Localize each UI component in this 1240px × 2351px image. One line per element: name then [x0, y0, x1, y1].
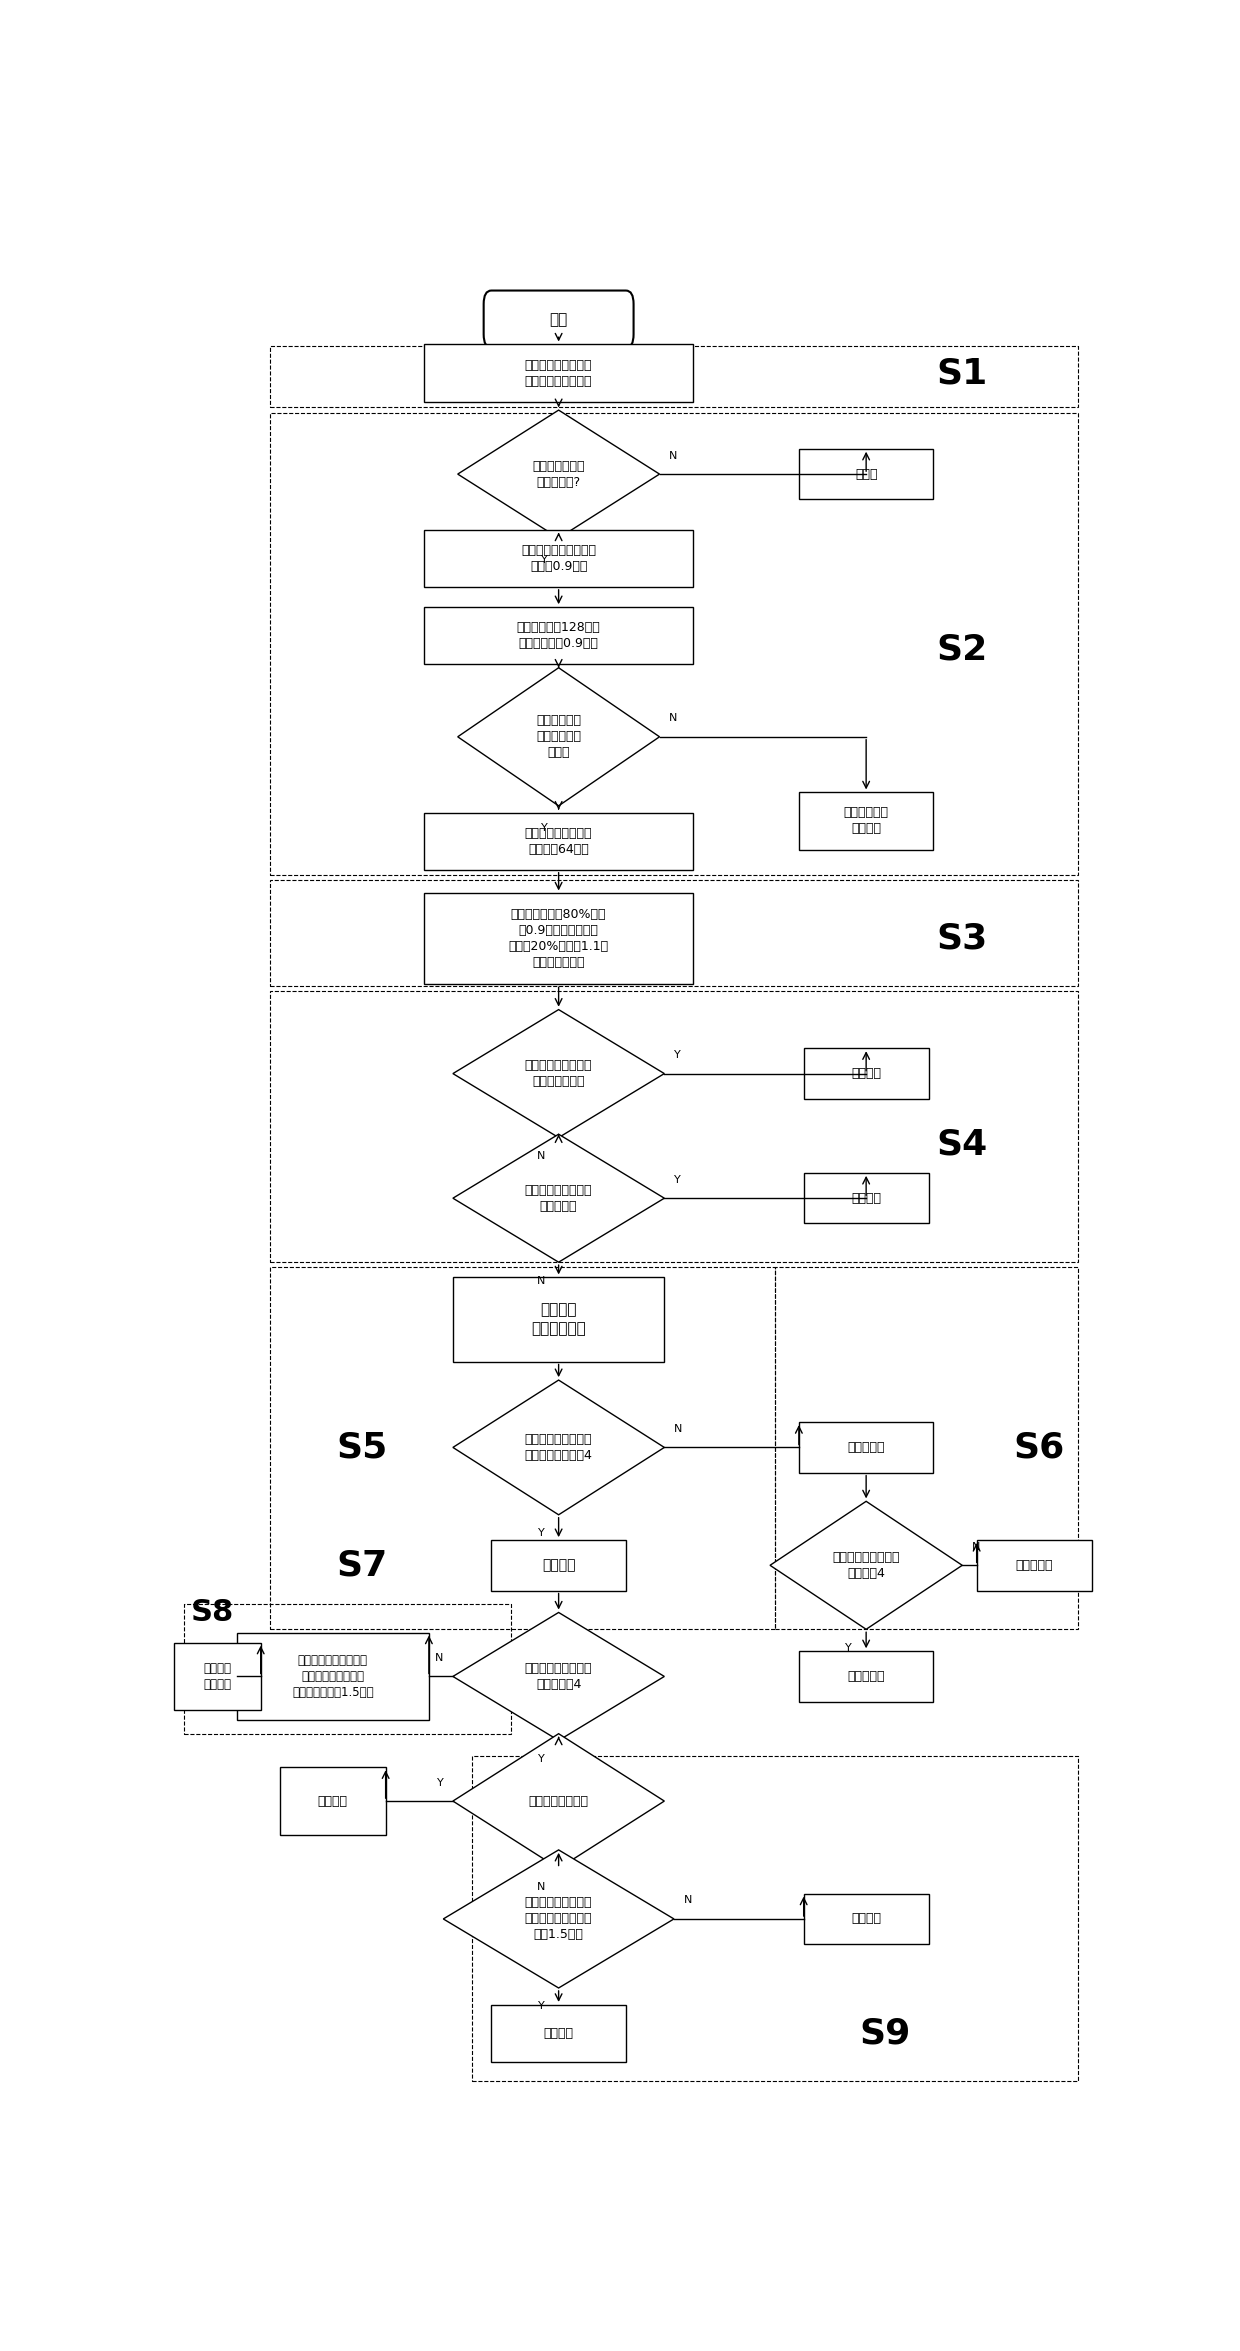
- Bar: [270, 879, 1078, 985]
- Polygon shape: [453, 1613, 665, 1740]
- Bar: [799, 449, 934, 498]
- Text: 单相故障: 单相故障: [543, 2027, 574, 2041]
- Text: 根据国标判断是
否存在暂降?: 根据国标判断是 否存在暂降?: [532, 458, 585, 489]
- Bar: [472, 1756, 1078, 2081]
- Text: 其他数据
进行小波变换: 其他数据 进行小波变换: [531, 1302, 587, 1335]
- Text: 两相故障: 两相故障: [851, 1192, 882, 1204]
- Text: 两相故障: 两相故障: [851, 1911, 882, 1925]
- Text: S8: S8: [191, 1599, 234, 1627]
- Text: S9: S9: [859, 2017, 911, 2050]
- Text: Y: Y: [675, 1176, 681, 1185]
- Text: 三相有效値变换，确
定电压等级采样频率: 三相有效値变换，确 定电压等级采样频率: [525, 360, 593, 388]
- Bar: [799, 1422, 934, 1472]
- Bar: [453, 1277, 665, 1361]
- Text: S3: S3: [936, 922, 988, 957]
- Text: 除了暂降最低相外其
余两相小波变换値相
差在1.5之内: 除了暂降最低相外其 余两相小波变换値相 差在1.5之内: [525, 1897, 593, 1942]
- Bar: [424, 346, 693, 402]
- Text: S4: S4: [936, 1128, 988, 1161]
- Text: 找到数据中第一个标幺
値小于0.9的点: 找到数据中第一个标幺 値小于0.9的点: [521, 543, 596, 574]
- Bar: [270, 414, 1078, 875]
- Bar: [237, 1632, 429, 1721]
- Polygon shape: [453, 1380, 665, 1514]
- Polygon shape: [770, 1502, 962, 1629]
- Text: Y: Y: [675, 1051, 681, 1060]
- Text: 接地系统
单相故障: 接地系统 单相故障: [203, 1662, 232, 1690]
- Text: 暂降的起始点
和结束点是否
都存在: 暂降的起始点 和结束点是否 都存在: [536, 715, 582, 759]
- Text: N: N: [537, 1152, 546, 1161]
- Text: Y: Y: [541, 823, 548, 832]
- Text: 分别对暂降数据范围
前后缩小64个点: 分别对暂降数据范围 前后缩小64个点: [525, 828, 593, 856]
- Bar: [804, 1173, 929, 1223]
- Bar: [775, 1267, 1078, 1629]
- Polygon shape: [458, 668, 660, 806]
- Text: 从这个点后的128个点
开始寻找大于0.9的点: 从这个点后的128个点 开始寻找大于0.9的点: [517, 621, 600, 651]
- Text: 在暂降区间内月80%的点
在0.9以下就认为是暂
降，月20%的点在1.1以
上就认为是暂升: 在暂降区间内月80%的点 在0.9以下就认为是暂 降，月20%的点在1.1以 上…: [508, 907, 609, 969]
- FancyBboxPatch shape: [484, 292, 634, 348]
- Text: Y: Y: [436, 1777, 444, 1787]
- Bar: [804, 1893, 929, 1944]
- Polygon shape: [453, 1009, 665, 1138]
- Bar: [424, 813, 693, 870]
- Text: 三相故障: 三相故障: [317, 1794, 347, 1808]
- Text: 非短路故障: 非短路故障: [847, 1441, 885, 1453]
- Text: N: N: [683, 1895, 692, 1904]
- Bar: [270, 992, 1078, 1262]
- Bar: [174, 1643, 260, 1709]
- Text: 一相暂升并且有两相
暂降的情况: 一相暂升并且有两相 暂降的情况: [525, 1183, 593, 1213]
- Text: 电动机启动: 电动机启动: [1016, 1559, 1053, 1573]
- Text: S6: S6: [1013, 1429, 1065, 1465]
- Bar: [491, 2005, 626, 2062]
- Polygon shape: [453, 1133, 665, 1262]
- Text: N: N: [670, 451, 677, 461]
- Text: N: N: [675, 1425, 682, 1434]
- Text: 只有一相超过了故障阈
値，并且另外两相小
波变换値相差在1.5之内: 只有一相超过了故障阈 値，并且另外两相小 波变换値相差在1.5之内: [291, 1655, 373, 1700]
- Text: 进入补丁程序
继续处理: 进入补丁程序 继续处理: [843, 806, 889, 835]
- Text: 废数据: 废数据: [854, 468, 878, 480]
- Polygon shape: [444, 1850, 675, 1989]
- Text: 开始: 开始: [549, 313, 568, 327]
- Bar: [799, 792, 934, 849]
- Text: 暂降起始点处的小波
变换大于4: 暂降起始点处的小波 变换大于4: [832, 1552, 900, 1580]
- Text: 变压器投切: 变压器投切: [847, 1669, 885, 1683]
- Bar: [280, 1768, 386, 1834]
- Bar: [799, 1650, 934, 1702]
- Text: 暂降最低相复复点处
小波变换是否大于4: 暂降最低相复复点处 小波变换是否大于4: [525, 1432, 593, 1462]
- Text: S2: S2: [936, 632, 988, 665]
- Text: Y: Y: [538, 2001, 544, 2012]
- Text: N: N: [537, 1277, 546, 1286]
- Bar: [977, 1540, 1092, 1592]
- Text: 是否满足平衡方程: 是否满足平衡方程: [528, 1794, 589, 1808]
- Text: S1: S1: [936, 355, 988, 390]
- Bar: [184, 1603, 511, 1733]
- Bar: [270, 346, 1078, 407]
- Text: 短路故障: 短路故障: [542, 1559, 575, 1573]
- Bar: [424, 607, 693, 665]
- Text: 大于一相暂升且仅有
一相暂降的情况: 大于一相暂升且仅有 一相暂降的情况: [525, 1058, 593, 1089]
- Text: Y: Y: [538, 1754, 544, 1763]
- Text: 超过两相小波变换大
于故障阈倃4: 超过两相小波变换大 于故障阈倃4: [525, 1662, 593, 1690]
- Text: Y: Y: [541, 555, 548, 564]
- Polygon shape: [458, 409, 660, 538]
- Text: S7: S7: [336, 1549, 387, 1582]
- Bar: [491, 1540, 626, 1592]
- Text: S5: S5: [336, 1429, 387, 1465]
- Bar: [424, 529, 693, 588]
- Bar: [270, 1267, 775, 1629]
- Polygon shape: [453, 1733, 665, 1869]
- Bar: [804, 1049, 929, 1098]
- Text: 单相故障: 单相故障: [851, 1067, 882, 1079]
- Text: N: N: [435, 1653, 444, 1662]
- Bar: [424, 893, 693, 985]
- Text: Y: Y: [538, 1528, 544, 1538]
- Text: Y: Y: [846, 1643, 852, 1653]
- Text: N: N: [670, 712, 677, 724]
- Text: N: N: [972, 1542, 981, 1552]
- Text: N: N: [537, 1881, 546, 1893]
